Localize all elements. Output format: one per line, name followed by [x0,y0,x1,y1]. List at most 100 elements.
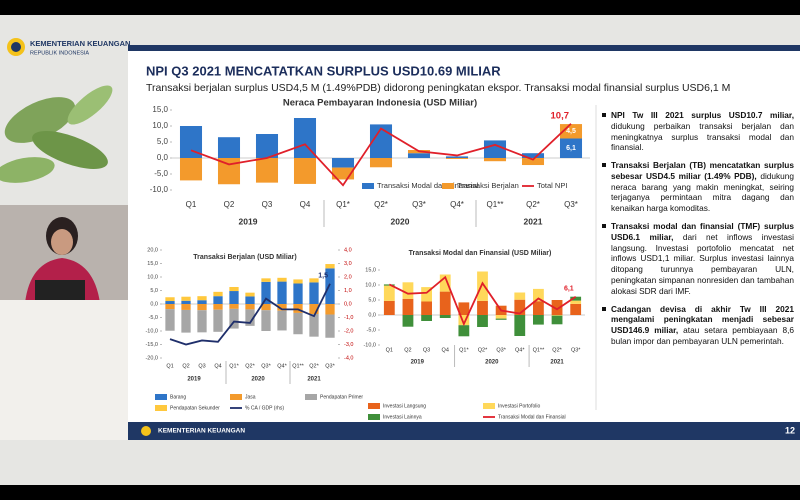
x-tick-label: Q2 [224,200,235,209]
y-tick-label: -5,0 [367,327,376,333]
bar [277,281,287,304]
slide-title: NPI Q3 2021 MENCATATKAN SURPLUS USD10.69… [146,63,501,78]
bar [261,281,271,304]
bar [559,124,583,139]
x-tick-label: Q1 [186,200,197,209]
bar [551,315,563,316]
x-tick-label: Q1** [533,347,545,353]
bar [309,282,319,304]
slide [128,45,800,440]
bar [402,315,414,327]
bar [383,300,395,315]
x-tick-label: Q4* [450,200,464,209]
bar [551,300,563,315]
bar [293,304,303,313]
x-tick-label: Q2* [309,363,319,369]
legend-swatch [442,183,454,189]
x-tick-label: Q2* [245,363,255,369]
y-tick-label: 10,0 [147,274,158,280]
legend-swatch [305,394,317,400]
header-subtitle: REPUBLIK INDONESIA [30,50,89,56]
letterbox-top [0,0,800,15]
legend-label: Transaksi Berjalan [457,181,519,190]
bar [261,278,271,282]
bar [229,308,239,329]
bar [325,268,335,304]
bar [445,156,469,158]
x-tick-label: Q2* [552,347,562,353]
bar [197,304,207,311]
bar [559,138,583,158]
legend-label: Pendapatan Primer [320,394,363,400]
group-label: 2020 [391,216,410,226]
bar [165,297,175,302]
legend-label: Pendapatan Sekunder [170,405,220,411]
value-label: 10,7 [551,110,570,121]
y-tick-label: 5,0 [150,288,158,294]
bar [293,118,317,158]
bar [277,304,287,311]
bar [293,283,303,304]
bar [293,279,303,284]
group-label: 2019 [187,377,201,383]
x-tick-label: Q4 [300,200,311,209]
bar [521,153,545,158]
bar [458,302,470,315]
y-tick-label: -10,0 [150,185,169,194]
bar [213,304,223,310]
value-label: 6,1 [564,286,574,293]
y2-tick-label: -3,0 [344,342,353,348]
bar [514,299,526,315]
y2-tick-label: -4,0 [344,355,353,361]
bar [407,153,431,158]
bullet-lead: Cadangan devisa di akhir Tw III 2021 men… [611,303,794,336]
bar [197,310,207,333]
legend-swatch [362,183,374,189]
y2-tick-label: 4,0 [344,247,352,253]
group-label: 2021 [550,360,564,366]
x-tick-label: Q3* [496,347,506,353]
bullet-lead: Transaksi Berjalan (TB) mencatatkan surp… [611,160,794,181]
bar [165,301,175,304]
value-label: 6,1 [566,145,576,152]
bar [551,315,563,325]
x-tick-label: Q3* [261,363,271,369]
line [388,275,577,327]
x-tick-label: Q4 [442,347,449,353]
x-tick-label: Q2* [526,200,540,209]
x-tick-label: Q2 [182,363,189,369]
legend-swatch [483,403,495,409]
bar [495,315,507,319]
x-tick-label: Q4 [214,363,221,369]
bar [245,304,255,310]
x-tick-label: Q3* [564,200,578,209]
x-tick-label: Q2 [404,347,411,353]
legend-swatch [155,405,167,411]
x-tick-label: Q3* [325,363,335,369]
bar [439,315,451,318]
x-tick-label: Q1* [336,200,350,209]
header-title: KEMENTERIAN KEUANGAN [30,39,130,48]
y-tick-label: 15,0 [147,261,158,267]
bar [255,158,279,183]
page-number: 12 [785,425,795,435]
bar [421,287,432,302]
bar [181,296,191,301]
bar [421,301,432,315]
group-label: 2021 [524,216,543,226]
x-tick-label: Q3* [412,200,426,209]
y-tick-label: 0,0 [150,301,158,307]
chart-title: Transaksi Berjalan (USD Miliar) [193,254,296,261]
legend-swatch [368,403,380,409]
group-label: 2019 [239,216,258,226]
y2-tick-label: 0,0 [344,301,352,307]
legend-label: Jasa [245,394,256,400]
bar [181,304,191,310]
bar [309,304,319,314]
x-tick-label: Q3 [262,200,273,209]
bar [179,158,203,181]
x-tick-label: Q1* [229,363,239,369]
bar [197,296,207,301]
legend-swatch [155,394,167,400]
bullet-lead: Transaksi modal dan finansial (TMF) surp… [611,221,794,242]
